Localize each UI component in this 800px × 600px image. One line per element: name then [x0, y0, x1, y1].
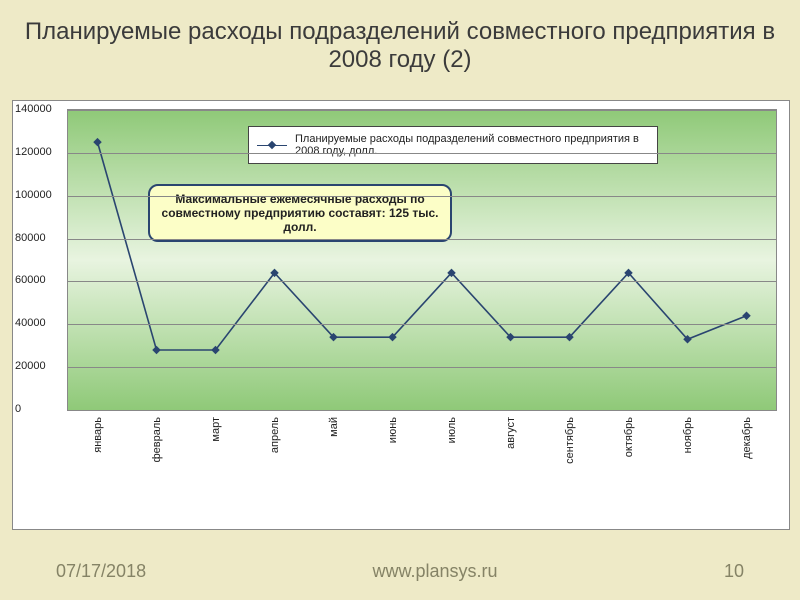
x-axis-label: октябрь: [623, 417, 635, 457]
y-axis-label: 80000: [15, 232, 46, 244]
y-axis-label: 20000: [15, 360, 46, 372]
gridline: [68, 110, 776, 111]
footer-page: 10: [724, 561, 744, 582]
gridline: [68, 324, 776, 325]
y-axis-label: 140000: [15, 103, 52, 115]
x-axis-label: январь: [92, 417, 104, 453]
footer: 07/17/2018 www.plansys.ru 10: [0, 561, 800, 582]
legend: Планируемые расходы подразделений совмес…: [248, 126, 658, 164]
slide-title: Планируемые расходы подразделений совмес…: [0, 18, 800, 74]
callout: Максимальные ежемесячные расходы по совм…: [148, 184, 452, 242]
gridline: [68, 367, 776, 368]
x-axis-label: декабрь: [741, 417, 753, 459]
gridline: [68, 410, 776, 411]
y-axis-label: 0: [15, 403, 21, 415]
y-axis-label: 120000: [15, 146, 52, 158]
plot-area: Планируемые расходы подразделений совмес…: [67, 109, 777, 411]
x-axis-label: сентябрь: [564, 417, 576, 464]
callout-text: Максимальные ежемесячные расходы по совм…: [162, 192, 439, 234]
x-axis-label: июнь: [387, 417, 399, 443]
x-axis-label: февраль: [151, 417, 163, 462]
slide: Планируемые расходы подразделений совмес…: [0, 0, 800, 600]
gridline: [68, 153, 776, 154]
footer-date: 07/17/2018: [56, 561, 146, 582]
y-axis-label: 40000: [15, 317, 46, 329]
x-axis-label: август: [505, 417, 517, 449]
y-axis-label: 60000: [15, 274, 46, 286]
gridline: [68, 196, 776, 197]
chart-container: Планируемые расходы подразделений совмес…: [12, 100, 790, 530]
footer-site: www.plansys.ru: [373, 561, 498, 582]
x-axis-label: ноябрь: [682, 417, 694, 453]
gridline: [68, 239, 776, 240]
y-axis-label: 100000: [15, 189, 52, 201]
x-axis-label: июль: [446, 417, 458, 443]
gridline: [68, 281, 776, 282]
legend-key-icon: [257, 140, 287, 150]
x-axis-label: март: [210, 417, 222, 442]
x-axis-label: май: [328, 417, 340, 437]
x-axis-label: апрель: [269, 417, 281, 453]
